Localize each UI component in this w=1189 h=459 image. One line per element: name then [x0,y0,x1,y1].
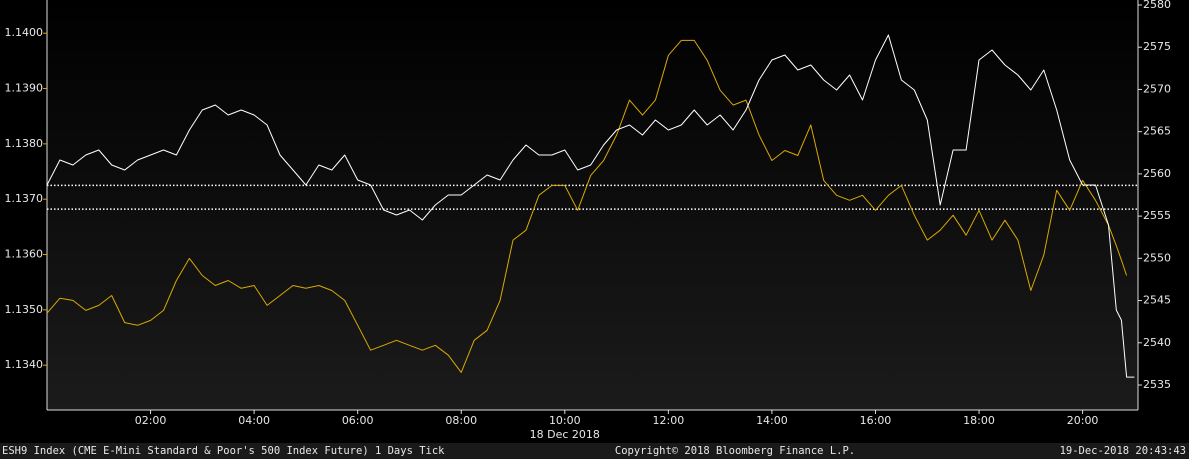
y-tick-label: 1.1370 [5,192,44,205]
y2-tick-label: 2540 [1143,336,1171,349]
x-tick-label: 18:00 [963,414,995,427]
footer-center: Copyright© 2018 Bloomberg Finance L.P. [615,445,855,457]
x-tick-label: 02:00 [135,414,167,427]
x-tick-label: 14:00 [756,414,788,427]
y-tick-label: 1.1380 [5,137,44,150]
footer-left: ESH9 Index (CME E-Mini Standard & Poor's… [2,445,445,457]
x-tick-label: 16:00 [860,414,892,427]
x-tick-label: 04:00 [238,414,270,427]
y2-tick-label: 2565 [1143,125,1171,138]
y2-tick-label: 2575 [1143,40,1171,53]
y-tick-label: 1.1350 [5,303,44,316]
y2-tick-label: 2580 [1143,0,1171,11]
x-tick-label: 20:00 [1067,414,1099,427]
y-tick-label: 1.1360 [5,248,44,261]
y2-tick-label: 2570 [1143,82,1171,95]
y-tick-label: 1.1400 [5,26,44,39]
date-label: 18 Dec 2018 [530,428,600,441]
series-line [46,39,1128,373]
x-tick-label: 06:00 [342,414,374,427]
y2-tick-label: 2550 [1143,251,1171,264]
footer-bar [0,443,1189,459]
y2-tick-label: 2560 [1143,167,1171,180]
y2-tick-label: 2545 [1143,294,1171,307]
footer-right: 19-Dec-2018 20:43:43 [1060,445,1186,457]
y-tick-label: 1.1390 [5,82,44,95]
x-tick-label: 12:00 [653,414,685,427]
plot-area [47,0,1138,410]
x-tick-label: 10:00 [549,414,581,427]
y2-tick-label: 2535 [1143,378,1171,391]
y2-tick-label: 2555 [1143,209,1171,222]
y-tick-label: 1.1340 [5,358,44,371]
x-tick-label: 08:00 [445,414,477,427]
series-line [46,34,1135,378]
